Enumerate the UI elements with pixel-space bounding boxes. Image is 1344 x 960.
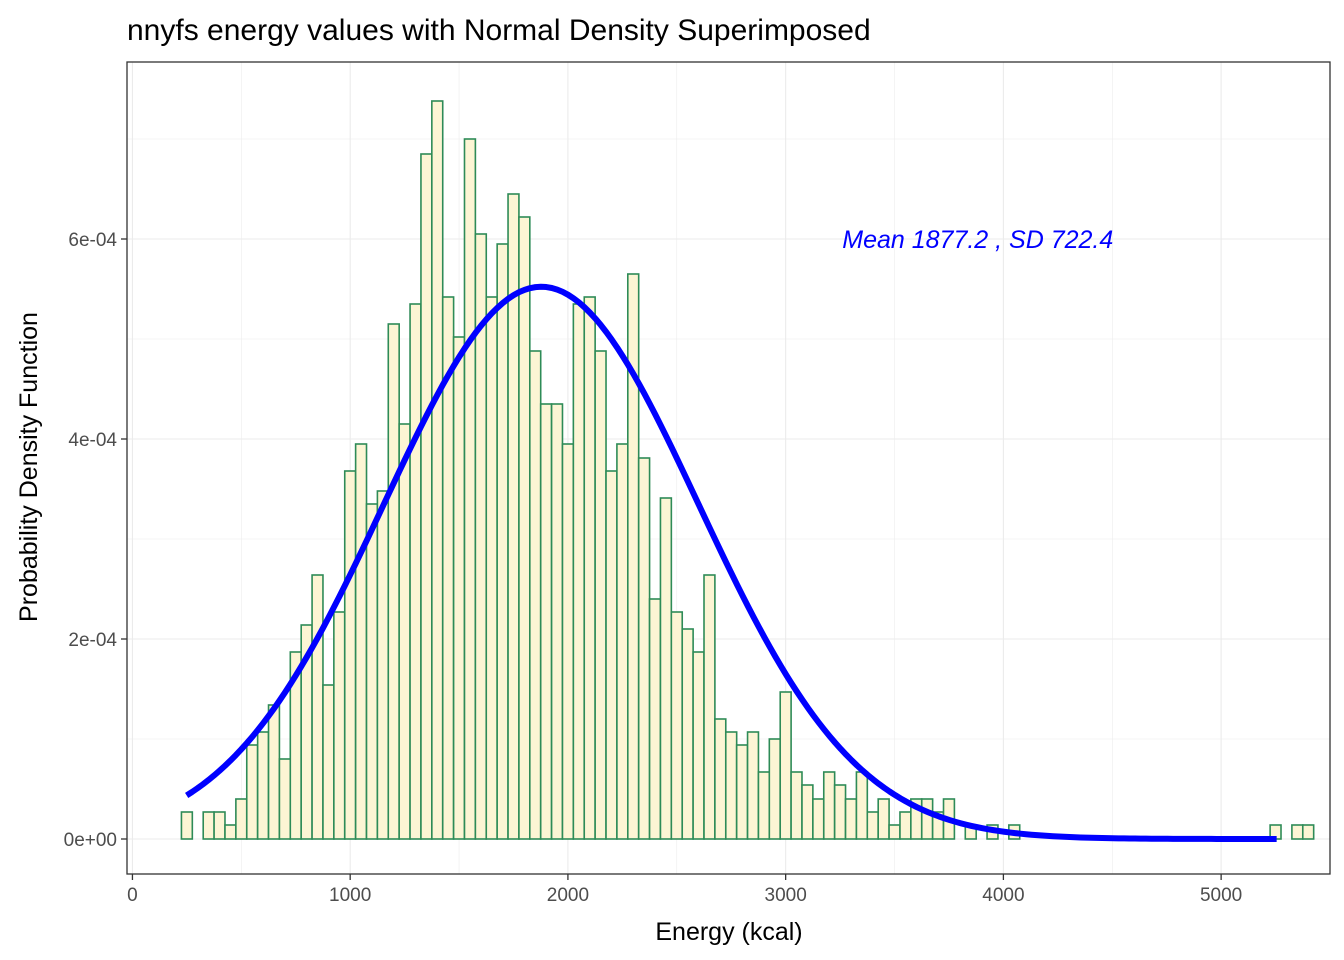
histogram-bar xyxy=(626,273,640,840)
histogram-bar xyxy=(202,811,215,840)
histogram-bar xyxy=(899,811,912,840)
histogram-bar xyxy=(420,153,433,840)
histogram-bar xyxy=(670,611,684,840)
histogram-bar xyxy=(616,443,629,840)
y-tick-label: 0e+00 xyxy=(64,830,117,851)
y-tick-label: 6e-04 xyxy=(68,230,117,251)
x-tick-label: 4000 xyxy=(982,885,1024,906)
histogram-bar xyxy=(333,611,346,840)
x-tick-label: 2000 xyxy=(547,885,589,906)
y-axis-title: Probability Density Function xyxy=(15,312,43,622)
histogram-bar xyxy=(343,470,357,840)
histogram-bar xyxy=(235,798,248,840)
histogram-bar xyxy=(648,598,662,840)
histogram-bar xyxy=(594,350,607,840)
histogram-bar xyxy=(561,443,575,840)
histogram-bar xyxy=(572,303,586,840)
histogram-bar xyxy=(365,503,379,840)
histogram-bar xyxy=(550,403,564,840)
histogram-bar xyxy=(409,303,422,840)
x-tick-label: 5000 xyxy=(1200,885,1242,906)
histogram-bar xyxy=(431,100,444,840)
histogram-bar xyxy=(376,490,390,840)
histogram-bar xyxy=(866,811,879,840)
histogram-bar xyxy=(583,296,596,840)
histogram-bar xyxy=(322,684,335,840)
histogram-bar xyxy=(637,457,651,840)
chart-title: nnyfs energy values with Normal Density … xyxy=(127,14,871,47)
x-tick-label: 1000 xyxy=(329,885,371,906)
panel-border xyxy=(126,61,1331,875)
histogram-bar xyxy=(245,744,259,840)
mean-sd-annotation: Mean 1877.2 , SD 722.4 xyxy=(842,226,1113,254)
histogram-bar xyxy=(496,243,509,840)
y-tick-label: 4e-04 xyxy=(68,430,117,451)
histogram-bar xyxy=(779,691,792,840)
histogram-bar xyxy=(735,744,749,840)
histogram-bar xyxy=(1291,824,1304,840)
histogram-bar xyxy=(703,574,716,840)
histogram-bar xyxy=(768,738,782,840)
histogram-bar xyxy=(463,138,477,840)
histogram-bar xyxy=(452,336,466,840)
histogram-bar xyxy=(485,296,498,840)
normal-density-curve xyxy=(185,283,1277,842)
histogram-bar xyxy=(888,824,901,840)
histogram-bar xyxy=(224,824,237,840)
histogram-bar xyxy=(256,731,270,840)
histogram-bar xyxy=(278,758,292,840)
histogram-bar xyxy=(387,323,400,840)
histogram-bar xyxy=(605,470,618,840)
histogram-bar xyxy=(539,403,553,840)
histogram-bar xyxy=(1301,824,1315,840)
histogram-bar xyxy=(354,443,368,840)
x-axis-title: Energy (kcal) xyxy=(655,918,802,946)
histogram-bar xyxy=(746,731,760,840)
histogram-bar xyxy=(844,798,858,840)
histogram-bar xyxy=(801,784,814,840)
histogram-bar xyxy=(267,704,281,840)
histogram-bar xyxy=(714,718,727,840)
histogram-bar xyxy=(213,811,226,840)
histogram-bar xyxy=(681,628,694,840)
histogram-bar xyxy=(757,771,771,840)
histogram-bar xyxy=(724,731,738,840)
grid-lines xyxy=(127,62,1330,874)
histogram-bar xyxy=(518,216,531,840)
histogram-bar xyxy=(692,651,705,840)
histogram-bar xyxy=(920,798,934,840)
x-tick-label: 3000 xyxy=(765,885,807,906)
histogram-bar xyxy=(529,350,542,840)
histogram-bar xyxy=(398,423,411,840)
y-tick-label: 2e-04 xyxy=(68,630,117,651)
x-tick-label: 0 xyxy=(127,885,138,906)
histogram-bar xyxy=(822,771,836,840)
histogram-bar xyxy=(812,798,825,840)
histogram-bar xyxy=(659,497,673,840)
histogram-bar xyxy=(180,811,194,840)
histogram-bar xyxy=(790,771,803,840)
histogram-bar xyxy=(877,798,890,840)
histogram-bar xyxy=(833,784,847,840)
y-axis: 0e+00 2e-04 4e-04 6e-04 xyxy=(64,230,127,851)
histogram-bar xyxy=(855,771,869,840)
x-axis: 0 1000 2000 3000 4000 5000 xyxy=(127,874,1242,906)
histogram-bar xyxy=(311,574,324,840)
